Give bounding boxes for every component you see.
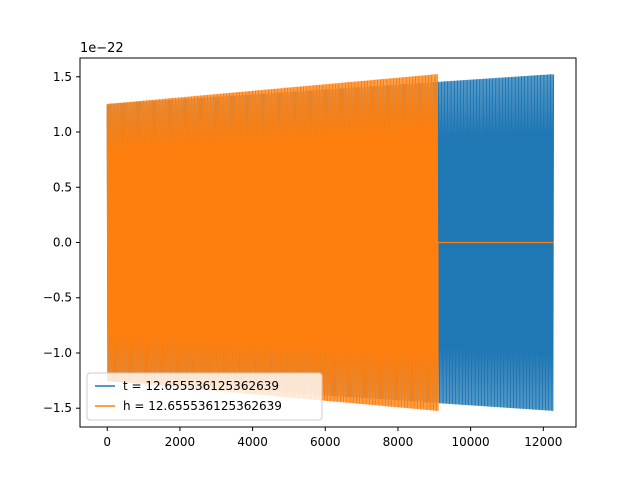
- y-tick-label: −1.0: [43, 346, 72, 360]
- legend-label: t = 12.655536125362639: [123, 379, 279, 393]
- legend-label: h = 12.655536125362639: [123, 399, 282, 413]
- legend: t = 12.655536125362639 h = 12.65553612536…: [86, 372, 323, 421]
- x-tick-label: 10000: [452, 435, 490, 449]
- x-tick-label: 8000: [383, 435, 414, 449]
- x-tick-label: 6000: [310, 435, 341, 449]
- y-tick-label: 1.5: [53, 70, 72, 84]
- y-tick-label: 1.0: [53, 125, 72, 139]
- y-offset-text: 1e−22: [80, 41, 124, 56]
- y-tick-label: 0.5: [53, 180, 72, 194]
- x-tick-label: 2000: [165, 435, 196, 449]
- series-line-2: [106, 74, 554, 412]
- y-axis: −1.5 −1.0 −0.5 0.0 0.5 1.0 1.5: [43, 70, 80, 415]
- series-layer: [106, 74, 555, 412]
- x-tick-label: 0: [103, 435, 111, 449]
- x-axis: 0 2000 4000 6000 8000 10000 12000: [103, 427, 562, 449]
- y-tick-label: −0.5: [43, 291, 72, 305]
- x-tick-label: 4000: [237, 435, 268, 449]
- x-tick-label: 12000: [524, 435, 562, 449]
- y-tick-label: −1.5: [43, 401, 72, 415]
- y-tick-label: 0.0: [53, 236, 72, 250]
- legend-box: [86, 372, 323, 421]
